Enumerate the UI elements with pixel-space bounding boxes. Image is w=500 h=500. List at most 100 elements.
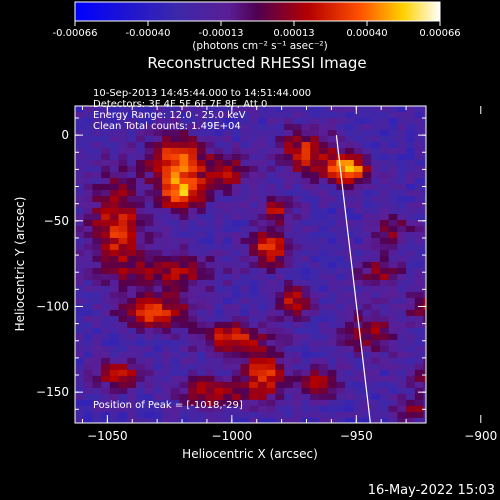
heatmap-cell	[205, 177, 216, 185]
heatmap-cell	[414, 339, 425, 347]
heatmap-cell	[406, 267, 416, 275]
heatmap-cell	[284, 159, 294, 167]
heatmap-cell	[92, 177, 102, 185]
heatmap-cell	[423, 417, 426, 423]
heatmap-cell	[196, 147, 207, 155]
heatmap-cell	[188, 255, 198, 263]
heatmap-cell	[135, 303, 146, 311]
heatmap-cell	[301, 117, 311, 125]
heatmap-cell	[371, 351, 381, 359]
heatmap-cell	[240, 106, 250, 113]
heatmap-cell	[231, 339, 242, 347]
heatmap-cell	[214, 106, 224, 113]
heatmap-cell	[188, 375, 198, 383]
heatmap-cell	[101, 129, 111, 137]
heatmap-cell	[196, 255, 207, 263]
heatmap-cell	[196, 375, 207, 383]
heatmap-cell	[162, 213, 172, 221]
heatmap-cell	[83, 291, 94, 299]
heatmap-cell	[127, 207, 137, 215]
heatmap-cell	[101, 285, 111, 293]
heatmap-cell	[196, 171, 207, 179]
heatmap-cell	[223, 399, 233, 407]
heatmap-cell	[336, 147, 346, 155]
heatmap-cell	[170, 243, 181, 251]
heatmap-cell	[336, 177, 346, 185]
heatmap-cell	[75, 393, 85, 401]
heatmap-cell	[170, 177, 181, 185]
heatmap-cell	[144, 106, 155, 113]
heatmap-cell	[240, 399, 250, 407]
heatmap-cell	[223, 267, 233, 275]
heatmap-cell	[249, 225, 259, 233]
heatmap-cell	[214, 147, 224, 155]
heatmap-cell	[318, 315, 329, 323]
heatmap-cell	[127, 171, 137, 179]
heatmap-cell	[388, 141, 398, 149]
heatmap-cell	[284, 249, 294, 257]
heatmap-cell	[101, 411, 111, 419]
heatmap-cell	[397, 399, 407, 407]
heatmap-cell	[301, 225, 311, 233]
heatmap-cell	[327, 309, 337, 317]
heatmap-cell	[310, 405, 320, 413]
heatmap-cell	[275, 375, 285, 383]
heatmap-cell	[336, 279, 346, 287]
heatmap-cell	[223, 351, 233, 359]
heatmap-cell	[223, 177, 233, 185]
heatmap-cell	[83, 369, 94, 377]
heatmap-cell	[257, 363, 268, 371]
heatmap-cell	[214, 363, 224, 371]
heatmap-cell	[188, 351, 198, 359]
heatmap-cell	[275, 363, 285, 371]
heatmap-cell	[318, 411, 329, 419]
heatmap-cell	[101, 405, 111, 413]
heatmap-cell	[196, 135, 207, 143]
heatmap-cell	[275, 399, 285, 407]
heatmap-cell	[83, 411, 94, 419]
heatmap-cell	[109, 243, 120, 251]
heatmap-cell	[414, 201, 425, 209]
heatmap-cell	[135, 147, 146, 155]
heatmap-cell	[188, 345, 198, 353]
heatmap-cell	[318, 369, 329, 377]
heatmap-cell	[205, 123, 216, 131]
heatmap-cell	[371, 189, 381, 197]
heatmap-cell	[292, 159, 303, 167]
heatmap-cell	[397, 243, 407, 251]
heatmap-cell	[162, 219, 172, 227]
heatmap-cell	[292, 351, 303, 359]
heatmap-cell	[196, 106, 207, 113]
heatmap-cell	[249, 135, 259, 143]
heatmap-cell	[188, 243, 198, 251]
heatmap-cell	[101, 357, 111, 365]
heatmap-cell	[101, 201, 111, 209]
heatmap-cell	[423, 345, 426, 353]
heatmap-cell	[292, 153, 303, 161]
heatmap-cell	[292, 106, 303, 113]
heatmap-cell	[188, 189, 198, 197]
heatmap-cell	[231, 249, 242, 257]
heatmap-cell	[240, 363, 250, 371]
heatmap-cell	[336, 363, 346, 371]
heatmap-cell	[205, 291, 216, 299]
heatmap-cell	[353, 141, 364, 149]
heatmap-cell	[353, 411, 364, 419]
heatmap-cell	[257, 309, 268, 317]
heatmap-cell	[345, 129, 355, 137]
heatmap-cell	[179, 285, 189, 293]
heatmap-cell	[179, 327, 189, 335]
heatmap-cell	[353, 381, 364, 389]
heatmap-cell	[92, 153, 102, 161]
heatmap-cell	[284, 267, 294, 275]
heatmap-cell	[371, 183, 381, 191]
heatmap-cell	[414, 297, 425, 305]
heatmap-cell	[127, 291, 137, 299]
heatmap-cell	[196, 177, 207, 185]
heatmap-cell	[275, 201, 285, 209]
heatmap-cell	[92, 165, 102, 173]
heatmap-cell	[406, 225, 416, 233]
heatmap-cell	[170, 351, 181, 359]
heatmap-cell	[179, 111, 189, 119]
heatmap-cell	[179, 201, 189, 209]
